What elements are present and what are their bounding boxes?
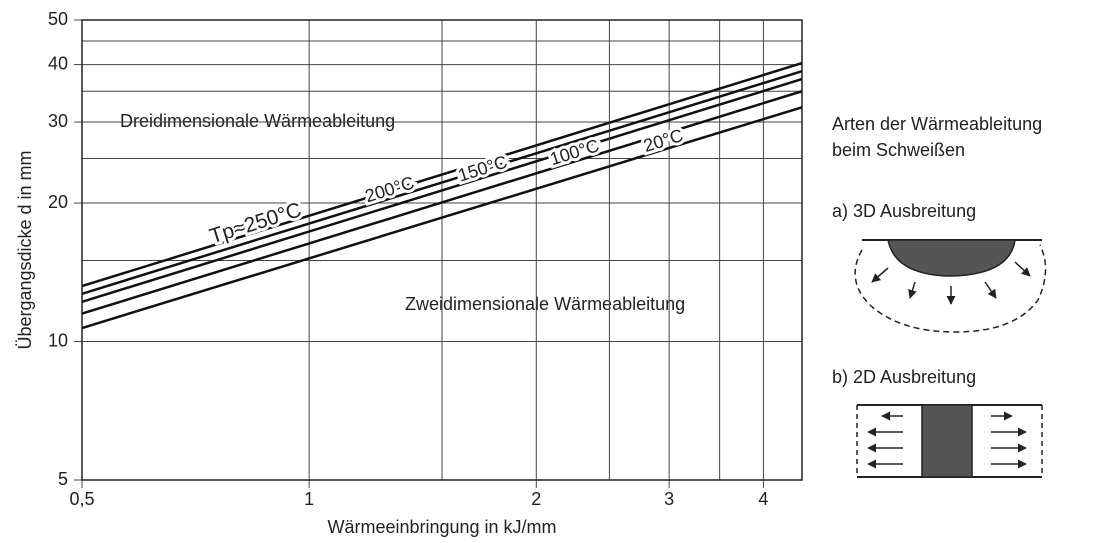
x-tick-label: 3	[664, 489, 674, 509]
line-label: 150°C	[456, 152, 510, 186]
x-tick-label: 1	[304, 489, 314, 509]
side-panel: Arten der Wärmeableitung beim Schweißen …	[832, 114, 1047, 478]
x-tick-label: 4	[758, 489, 768, 509]
panel-label: b) 2D Ausbreitung	[832, 367, 976, 387]
series-line	[81, 61, 803, 288]
y-tick-label: 20	[48, 192, 68, 212]
x-tick-label: 0,5	[69, 489, 94, 509]
diagram-3d	[854, 239, 1047, 333]
y-axis-label: Übergangsdicke d in mm	[15, 150, 35, 349]
panel-label: a) 3D Ausbreitung	[832, 201, 976, 221]
series-line	[81, 90, 803, 315]
panel-title: beim Schweißen	[832, 140, 965, 160]
diagram-2d	[856, 404, 1043, 478]
line-label: 20°C	[641, 125, 685, 156]
y-tick-label: 50	[48, 9, 68, 29]
annotation: Zweidimensionale Wärmeableitung	[405, 294, 685, 314]
panel-title: Arten der Wärmeableitung	[832, 114, 1042, 134]
y-tick-label: 40	[48, 53, 68, 73]
y-tick-label: 10	[48, 330, 68, 350]
x-axis-label: Wärmeeinbringung in kJ/mm	[327, 517, 556, 537]
y-tick-label: 5	[58, 469, 68, 489]
x-tick-label: 2	[531, 489, 541, 509]
annotation: Dreidimensionale Wärmeableitung	[120, 111, 395, 131]
plot-frame	[81, 19, 803, 481]
series-line	[81, 69, 803, 295]
series-line	[81, 77, 803, 303]
y-tick-label: 30	[48, 111, 68, 131]
series-line	[81, 106, 803, 330]
